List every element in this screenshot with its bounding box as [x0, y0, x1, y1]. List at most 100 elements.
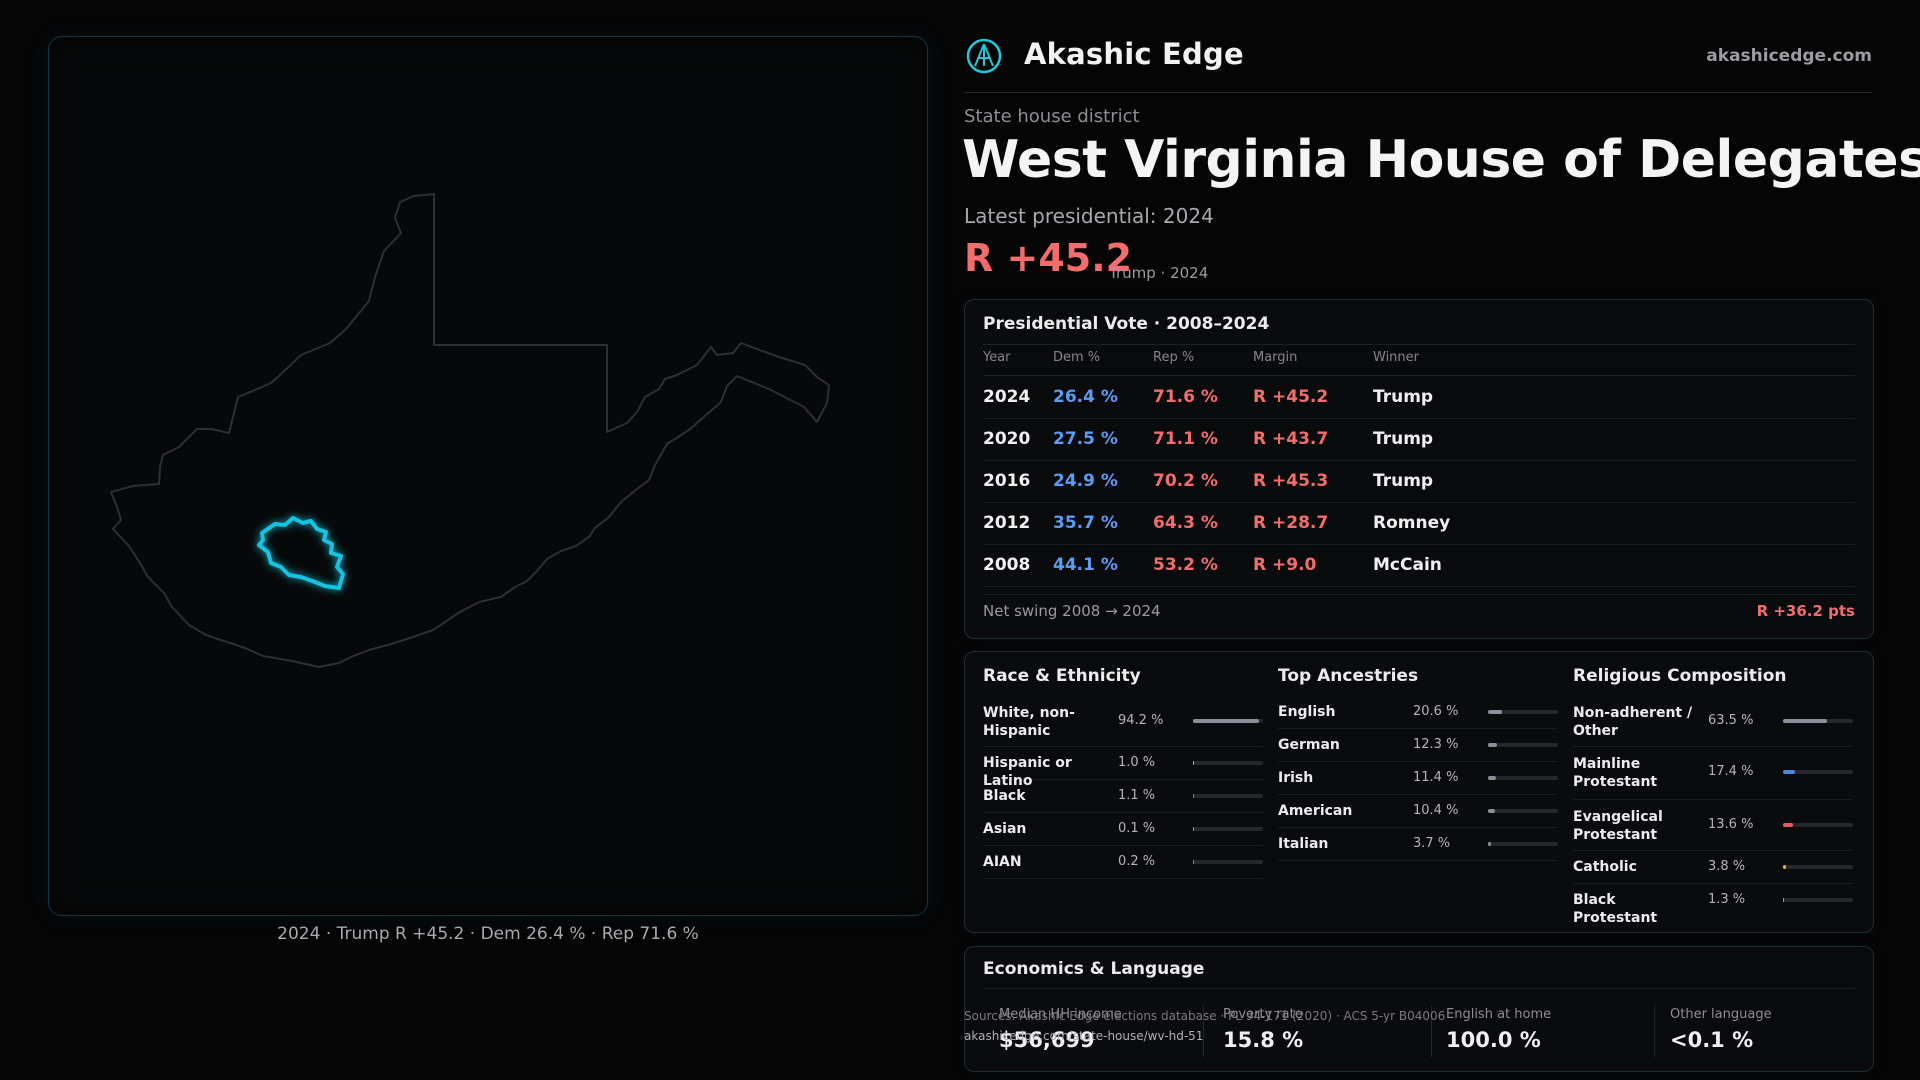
- cell-margin: R +28.7: [1253, 513, 1329, 533]
- divider: [1654, 1005, 1655, 1057]
- item-bar-fill: [1783, 719, 1828, 723]
- cell-dem: 44.1 %: [1053, 555, 1118, 575]
- cell-year: 2024: [983, 387, 1031, 407]
- divider: [1431, 1005, 1432, 1057]
- item-value: 17.4 %: [1708, 764, 1754, 779]
- top-ancestries-section: Top Ancestries English 20.6 % German 12.…: [1278, 666, 1558, 861]
- item-label: Mainline Protestant: [1573, 756, 1658, 790]
- source-note: Sources: Akashic Edge elections database…: [964, 1006, 1445, 1046]
- page-title: West Virginia House of Delegates Distric…: [962, 130, 1920, 190]
- item-value: 94.2 %: [1118, 713, 1164, 728]
- item-bar: [1193, 719, 1263, 723]
- item-bar-fill: [1488, 743, 1497, 747]
- divider: [1203, 1005, 1204, 1057]
- table-row[interactable]: 2016 24.9 % 70.2 % R +45.3 Trump: [983, 460, 1855, 503]
- item-bar: [1488, 809, 1558, 813]
- net-swing-label: Net swing 2008 → 2024: [983, 602, 1161, 620]
- stat-median-income: Median HH income $56,699: [999, 1007, 1209, 1052]
- item-bar-fill: [1488, 776, 1496, 780]
- item-bar-fill: [1488, 710, 1503, 714]
- item-label: Black: [983, 788, 1026, 804]
- cell-margin: R +9.0: [1253, 555, 1317, 575]
- cell-winner: Trump: [1373, 471, 1434, 491]
- table-row[interactable]: 2012 35.7 % 64.3 % R +28.7 Romney: [983, 502, 1855, 545]
- district-highlight[interactable]: [257, 516, 345, 590]
- item-bar: [1783, 823, 1853, 827]
- item-bar: [1783, 865, 1853, 869]
- item-label: German: [1278, 737, 1340, 753]
- stat-label: Other language: [1670, 1007, 1772, 1022]
- item-bar: [1193, 860, 1263, 864]
- cell-winner: Trump: [1373, 429, 1434, 449]
- stat-value: 100.0 %: [1446, 1028, 1541, 1052]
- source-url-link[interactable]: akashicedge.com/state-house/wv-hd-51: [964, 1029, 1204, 1043]
- item-bar-fill: [1193, 860, 1194, 864]
- brand-name[interactable]: Akashic Edge: [1024, 37, 1244, 71]
- demographics-card: Race & Ethnicity White, non-Hispanic 94.…: [964, 651, 1874, 933]
- list-item: Non-adherent / Other 63.5 %: [1573, 696, 1853, 747]
- item-value: 20.6 %: [1413, 704, 1459, 719]
- item-label: English: [1278, 704, 1336, 720]
- list-item: Catholic 3.8 %: [1573, 851, 1853, 884]
- item-value: 0.1 %: [1118, 821, 1156, 836]
- list-item: White, non-Hispanic 94.2 %: [983, 696, 1263, 747]
- item-label: AIAN: [983, 854, 1022, 870]
- list-item: Irish 11.4 %: [1278, 762, 1558, 795]
- akashic-logo-icon[interactable]: [964, 36, 1004, 76]
- item-bar-fill: [1783, 865, 1786, 869]
- item-value: 11.4 %: [1413, 770, 1459, 785]
- divider: [983, 594, 1855, 595]
- cell-dem: 26.4 %: [1053, 387, 1118, 407]
- table-row[interactable]: 2008 44.1 % 53.2 % R +9.0 McCain: [983, 544, 1855, 587]
- column-header-margin: Margin: [1253, 350, 1298, 365]
- cell-year: 2008: [983, 555, 1031, 575]
- list-item: Asian 0.1 %: [983, 813, 1263, 846]
- item-bar: [1488, 710, 1558, 714]
- item-label: Italian: [1278, 836, 1329, 852]
- cell-year: 2012: [983, 513, 1031, 533]
- item-label: Black Protestant: [1573, 892, 1658, 926]
- cell-margin: R +43.7: [1253, 429, 1329, 449]
- table-row[interactable]: 2020 27.5 % 71.1 % R +43.7 Trump: [983, 418, 1855, 461]
- card-title: Presidential Vote · 2008–2024: [983, 314, 1270, 334]
- cell-margin: R +45.3: [1253, 471, 1329, 491]
- column-header-rep: Rep %: [1153, 350, 1195, 365]
- item-bar: [1488, 842, 1558, 846]
- item-label: Evangelical Protestant: [1573, 809, 1663, 843]
- cell-dem: 27.5 %: [1053, 429, 1118, 449]
- item-bar: [1783, 770, 1853, 774]
- item-value: 0.2 %: [1118, 854, 1156, 869]
- item-bar-fill: [1193, 794, 1194, 798]
- item-value: 3.8 %: [1708, 859, 1746, 874]
- item-bar-fill: [1783, 770, 1796, 774]
- item-label: Non-adherent / Other: [1573, 705, 1693, 739]
- cell-winner: McCain: [1373, 555, 1442, 575]
- state-outline: [110, 193, 830, 668]
- item-value: 63.5 %: [1708, 713, 1754, 728]
- cell-rep: 71.1 %: [1153, 429, 1218, 449]
- cell-year: 2020: [983, 429, 1031, 449]
- column-header-winner: Winner: [1373, 350, 1420, 365]
- map-panel[interactable]: [48, 36, 928, 916]
- source-line: Sources: Akashic Edge elections database…: [964, 1009, 1446, 1023]
- stat-label: Median HH income: [999, 1007, 1122, 1022]
- item-bar-fill: [1488, 809, 1496, 813]
- stat-english-at-home: English at home 100.0 %: [1446, 1007, 1656, 1052]
- item-bar: [1783, 898, 1853, 902]
- item-label: Catholic: [1573, 859, 1637, 875]
- cell-year: 2016: [983, 471, 1031, 491]
- headline-margin: R +45.2: [964, 236, 1133, 280]
- cell-dem: 35.7 %: [1053, 513, 1118, 533]
- stat-other-language: Other language <0.1 %: [1670, 1007, 1873, 1052]
- item-value: 3.7 %: [1413, 836, 1451, 851]
- presidential-vote-card: Presidential Vote · 2008–2024 Year Dem %…: [964, 299, 1874, 639]
- site-link[interactable]: akashicedge.com: [1706, 46, 1872, 66]
- district-map[interactable]: [49, 37, 927, 915]
- item-bar-fill: [1488, 842, 1491, 846]
- item-value: 13.6 %: [1708, 817, 1754, 832]
- divider: [983, 988, 1855, 989]
- cell-rep: 64.3 %: [1153, 513, 1218, 533]
- item-bar: [1193, 827, 1263, 831]
- table-row[interactable]: 2024 26.4 % 71.6 % R +45.2 Trump: [983, 376, 1855, 419]
- item-value: 1.3 %: [1708, 892, 1746, 907]
